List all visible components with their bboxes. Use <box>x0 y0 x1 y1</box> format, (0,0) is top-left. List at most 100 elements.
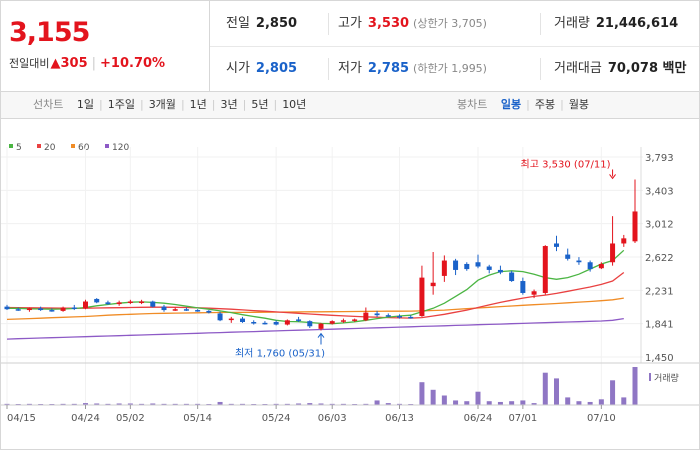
low-annotation: 최저 1,760 (05/31) <box>235 348 325 360</box>
candle-body <box>565 254 571 259</box>
toolbar-separator: | <box>242 98 247 111</box>
period-button[interactable]: 3년 <box>220 98 238 111</box>
candles <box>4 179 638 331</box>
divider <box>328 58 329 80</box>
candle-body <box>352 319 358 321</box>
volume-bar <box>610 380 616 405</box>
candle-chart-label: 봉차트 <box>457 98 488 111</box>
divider <box>328 13 329 35</box>
volume-bar <box>520 400 526 405</box>
volume-bar <box>273 403 279 405</box>
volume-bar <box>340 403 346 405</box>
volume-bar <box>475 391 481 405</box>
candle-body <box>94 298 100 303</box>
candle-body <box>251 322 257 324</box>
candle-body <box>318 323 324 329</box>
candle-body <box>363 312 369 321</box>
change-amount: 305 <box>60 56 88 71</box>
period-button[interactable]: 1일 <box>76 98 94 111</box>
candle-body <box>71 307 77 309</box>
candle-body <box>38 308 44 311</box>
volume-bar <box>284 403 290 405</box>
legend-label: 5 <box>16 143 22 153</box>
high-annotation: 최고 3,530 (07/11) <box>521 158 611 170</box>
volume-bar <box>497 401 503 405</box>
candle-body <box>26 308 32 311</box>
volume-legend-swatch <box>649 373 651 381</box>
volume-legend-label: 거래량 <box>654 372 679 384</box>
candle-period-button[interactable]: 일봉 <box>500 98 522 111</box>
legend-swatch <box>71 144 75 148</box>
candle-body <box>139 301 145 304</box>
legend-swatch <box>9 144 13 148</box>
period-button[interactable]: 3개월 <box>148 98 176 111</box>
candle-period-button[interactable]: 주봉 <box>534 98 556 111</box>
low-label: 저가 <box>338 61 362 76</box>
trade-value-value: 70,078 백만 <box>607 61 687 76</box>
candle-body <box>486 266 492 270</box>
candle-body <box>598 263 604 269</box>
period-button[interactable]: 1년 <box>189 98 207 111</box>
x-tick-label: 05/24 <box>262 413 291 424</box>
volume-bar <box>183 403 189 405</box>
volume-bar <box>374 400 380 405</box>
candle-body <box>217 313 223 321</box>
volume-bar <box>318 403 324 405</box>
divider <box>540 13 541 35</box>
up-arrow-icon: ▲ <box>50 56 61 71</box>
x-tick-label: 06/13 <box>385 413 414 424</box>
change-separator: | <box>91 56 97 71</box>
x-axis: 04/15 04/24 05/02 05/14 05/24 06/03 06/13 06/24… <box>1 404 699 424</box>
candle-period-button[interactable]: 월봉 <box>568 98 590 111</box>
volume-bar <box>441 395 447 405</box>
candle-chart-periods: 봉차트 일봉 | 주봉 | 월봉 <box>457 92 594 118</box>
candle-body <box>340 320 346 322</box>
candle-body <box>105 302 111 305</box>
stats-row-2: 시가 2,805 저가 2,785 (하한가 1,995) 거래대금 70,078 백만 <box>210 46 699 91</box>
candle-body <box>49 310 55 312</box>
candle-body <box>576 260 582 263</box>
volume-bar <box>554 378 559 405</box>
candle-body <box>509 272 515 282</box>
x-tick-label: 04/24 <box>71 413 100 424</box>
volume-value: 21,446,614 <box>595 16 679 31</box>
ma20-line <box>6 271 625 319</box>
open-value: 2,805 <box>255 61 298 76</box>
candle-body <box>4 306 10 310</box>
volume-bar <box>531 403 537 405</box>
legend-label: 120 <box>112 143 129 153</box>
candle-body <box>587 262 593 270</box>
toolbar-separator: | <box>560 98 564 111</box>
change-label: 전일대비 <box>9 57 50 70</box>
candle-body <box>520 281 526 293</box>
legend-swatch <box>37 144 41 148</box>
period-button[interactable]: 10년 <box>282 98 307 111</box>
volume-bar <box>453 400 459 405</box>
candle-body <box>610 243 616 263</box>
open-price: 시가 2,805 <box>226 46 297 91</box>
period-button[interactable]: 1주일 <box>107 98 135 111</box>
candle-body <box>116 302 122 305</box>
candle-body <box>554 243 559 247</box>
volume-bar <box>83 403 88 405</box>
high-label: 고가 <box>338 16 362 31</box>
stats-row-1: 전일 2,850 고가 3,530 (상한가 3,705) 거래량 21,446,614 <box>210 1 699 47</box>
x-tick-label: 07/01 <box>508 413 537 424</box>
candle-body <box>419 277 425 317</box>
period-button[interactable]: 5년 <box>251 98 269 111</box>
volume-bar <box>486 401 492 405</box>
ma5-line <box>7 249 625 325</box>
candle-body <box>60 307 66 311</box>
low-value: 2,785 <box>367 61 410 76</box>
volume-bar <box>621 397 627 405</box>
high-value: 3,530 <box>367 16 410 31</box>
volume-bar <box>587 401 593 405</box>
volume-bar <box>150 403 156 405</box>
line-chart-label: 선차트 <box>33 98 64 111</box>
candle-body <box>228 318 234 321</box>
change-percent: +10.70% <box>100 56 166 71</box>
ma60-line <box>6 297 624 321</box>
stats-grid: 전일 2,850 고가 3,530 (상한가 3,705) 거래량 21,446,614… <box>210 1 699 91</box>
lower-limit: (하한가 1,995) <box>413 62 487 75</box>
candle-body <box>296 319 302 321</box>
